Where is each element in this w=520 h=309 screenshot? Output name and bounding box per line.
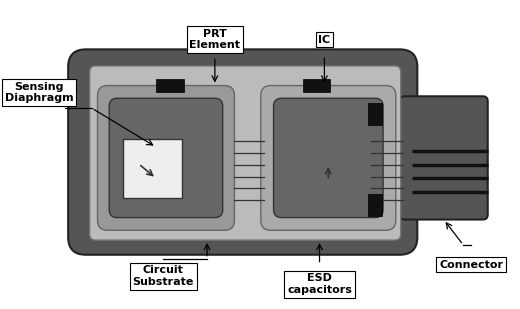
Text: Circuit
Substrate: Circuit Substrate [133, 265, 194, 287]
FancyBboxPatch shape [68, 49, 418, 255]
Bar [123, 139, 181, 198]
Text: Connector: Connector [439, 260, 503, 269]
FancyBboxPatch shape [400, 96, 488, 219]
Text: IC: IC [318, 35, 331, 44]
Bar [368, 103, 382, 125]
Text: Sensing
Diaphragm: Sensing Diaphragm [5, 82, 73, 103]
FancyBboxPatch shape [89, 66, 401, 240]
Bar [368, 194, 382, 216]
Bar [303, 79, 330, 92]
FancyBboxPatch shape [261, 86, 396, 230]
Bar [156, 79, 184, 92]
FancyBboxPatch shape [274, 98, 383, 218]
Text: PRT
Element: PRT Element [189, 29, 240, 50]
Text: ESD
capacitors: ESD capacitors [287, 273, 352, 295]
FancyBboxPatch shape [109, 98, 223, 218]
FancyBboxPatch shape [98, 86, 235, 230]
